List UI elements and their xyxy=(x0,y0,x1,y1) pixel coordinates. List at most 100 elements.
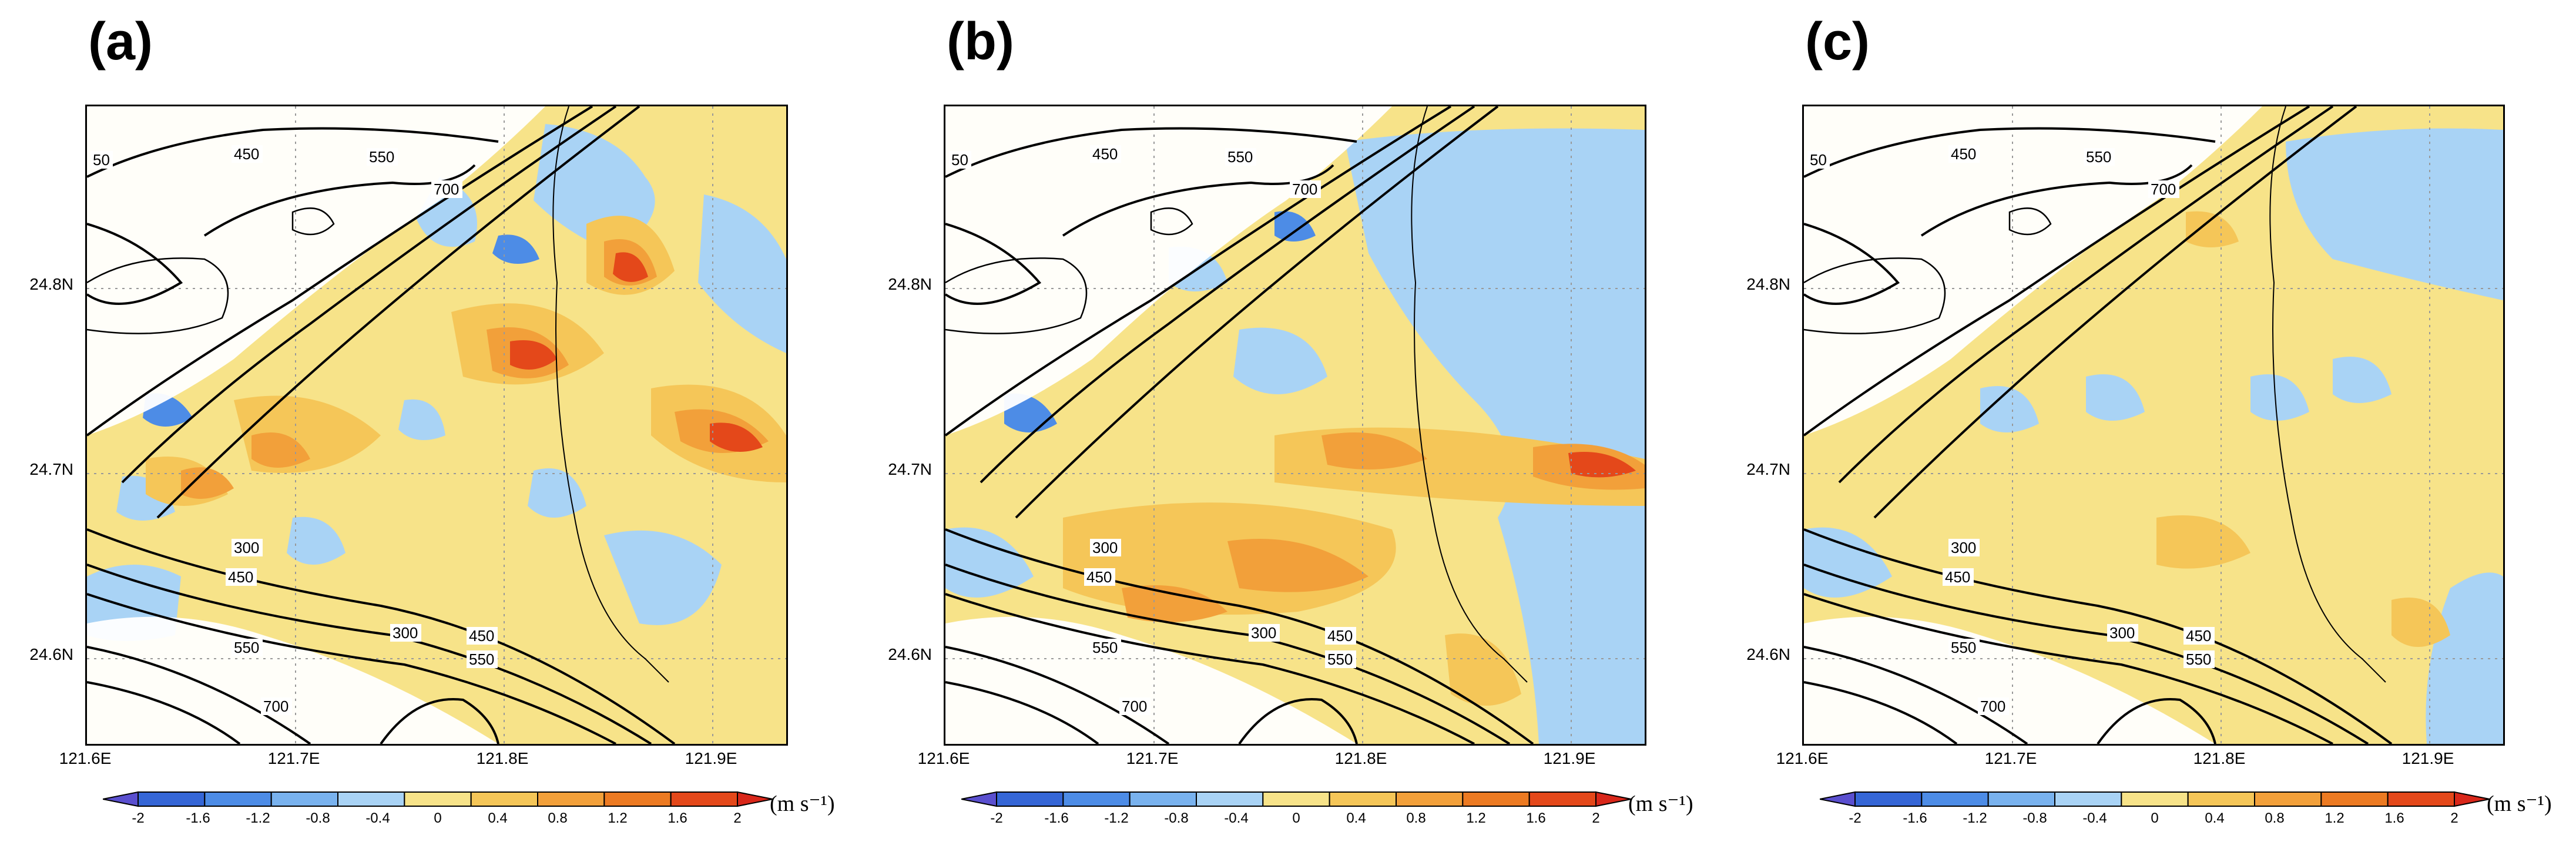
colorbar-cell xyxy=(737,791,773,807)
contour-label: 550 xyxy=(369,148,394,166)
x-tick-label: 121.9E xyxy=(685,749,737,767)
colorbar-tick-label: 1.6 xyxy=(668,810,687,824)
colorbar-cell xyxy=(404,791,472,807)
colorbar-cell xyxy=(2320,791,2389,807)
contour-label: 700 xyxy=(2151,180,2176,198)
x-tick-label: 121.9E xyxy=(1543,749,1596,767)
colorbar-tick-label: 2 xyxy=(1592,810,1599,824)
y-tick-label: 24.7N xyxy=(1746,460,1790,478)
colorbar-tick-label: 0.4 xyxy=(1346,810,1366,824)
contour-label: 550 xyxy=(2086,148,2111,166)
colorbar-cell xyxy=(2054,791,2122,807)
contour-label: 300 xyxy=(1251,624,1276,642)
colorbar-tick-label: -0.4 xyxy=(2082,810,2107,824)
y-tick-label: 24.6N xyxy=(1746,645,1790,663)
contour-label: 450 xyxy=(2186,627,2211,645)
colorbar-cell xyxy=(2187,791,2256,807)
y-tick-label: 24.7N xyxy=(888,460,932,478)
colorbar-tick-label: -0.8 xyxy=(2022,810,2047,824)
colorbar-tick-label: 0.8 xyxy=(1406,810,1425,824)
panel-label: (c) xyxy=(1805,12,1870,71)
x-tick-label: 121.7E xyxy=(1984,749,2037,767)
colorbar-cell xyxy=(1987,791,2055,807)
colorbar-tick-label: -1.2 xyxy=(1963,810,1987,824)
x-tick-label: 121.9E xyxy=(2401,749,2454,767)
map-frame: 450 550 700 50 300 450 300 550 450 550 700 xyxy=(1802,105,2505,746)
colorbar-tick-label: -2 xyxy=(132,810,144,824)
colorbar-cell xyxy=(670,791,739,807)
colorbar-tick-label: 1.6 xyxy=(1526,810,1545,824)
contour-label: 550 xyxy=(469,650,494,668)
colorbar-tick-label: -0.8 xyxy=(306,810,330,824)
contour-label: 550 xyxy=(234,639,259,656)
colorbar-cell xyxy=(337,791,405,807)
colorbar-cell xyxy=(204,791,272,807)
colorbar-cell xyxy=(1329,791,1397,807)
map-frame: 450 550 700 50 300 450 300 550 450 550 700 xyxy=(85,105,788,746)
colorbar-cell xyxy=(1129,791,1197,807)
colorbar-cell xyxy=(1595,791,1632,807)
colorbar-tick-label: 0.8 xyxy=(548,810,567,824)
colorbar-tick-label: -0.8 xyxy=(1164,810,1188,824)
panel-label: (b) xyxy=(947,12,1014,71)
panel-b: (b) xyxy=(858,0,1717,852)
colorbar-tick-label: -1.6 xyxy=(186,810,210,824)
x-tick-label: 121.7E xyxy=(267,749,320,767)
contour-label: 700 xyxy=(1980,697,2005,715)
colorbar-cell xyxy=(1196,791,1264,807)
colorbar-tick-label: -1.6 xyxy=(1044,810,1068,824)
colorbar: -2 -1.6 -1.2 -0.8 -0.4 0 0.4 0.8 1.2 1.6 2 xyxy=(961,791,1632,824)
contour-label: 550 xyxy=(1327,650,1353,668)
contour-label: 450 xyxy=(1951,145,1976,163)
colorbar-cell xyxy=(1921,791,1989,807)
contour-label: 700 xyxy=(1122,697,1147,715)
contour-label: 300 xyxy=(234,539,259,556)
y-tick-label: 24.6N xyxy=(29,645,73,663)
colorbar-cell xyxy=(537,791,605,807)
contour-label: 50 xyxy=(1810,151,1827,169)
contour-label: 450 xyxy=(1086,568,1112,586)
contour-label: 450 xyxy=(1327,627,1353,645)
colorbar-tick-label: 0 xyxy=(1292,810,1300,824)
colorbar-tick-label: -1.6 xyxy=(1903,810,1927,824)
colorbar-cell xyxy=(470,791,539,807)
colorbar-cell xyxy=(603,791,672,807)
colorbar-cell xyxy=(961,791,997,807)
colorbar-tick-label: -1.2 xyxy=(246,810,270,824)
colorbar-tick-label: 0 xyxy=(2151,810,2158,824)
colorbar-tick-label: -0.4 xyxy=(365,810,390,824)
contour-label: 700 xyxy=(263,697,289,715)
colorbar-unit: (m s⁻¹) xyxy=(1628,791,1693,816)
x-tick-label: 121.8E xyxy=(476,749,529,767)
contour-label: 300 xyxy=(393,624,418,642)
colorbar-cell xyxy=(137,791,206,807)
y-tick-label: 24.8N xyxy=(1746,275,1790,293)
colorbar-cell xyxy=(1820,791,1856,807)
contour-label: 550 xyxy=(2186,650,2211,668)
map-plot: 450 550 700 50 300 450 300 550 450 550 700 xyxy=(87,106,786,744)
y-tick-label: 24.6N xyxy=(888,645,932,663)
colorbar-cell xyxy=(996,791,1064,807)
x-tick-label: 121.8E xyxy=(2193,749,2246,767)
contour-label: 550 xyxy=(1227,148,1253,166)
contour-label: 300 xyxy=(1951,539,1976,556)
colorbar-tick-label: 1.2 xyxy=(608,810,627,824)
colorbar-tick-label: 1.2 xyxy=(1466,810,1485,824)
colorbar-tick-label: -2 xyxy=(1849,810,1861,824)
contour-label: 550 xyxy=(1092,639,1118,656)
contour-label: 700 xyxy=(1292,180,1317,198)
colorbar-tick-label: 2 xyxy=(733,810,741,824)
contour-label: 300 xyxy=(2109,624,2135,642)
colorbar-tick-label: 0.8 xyxy=(2265,810,2284,824)
colorbar: -2 -1.6 -1.2 -0.8 -0.4 0 0.4 0.8 1.2 1.6 2 xyxy=(103,791,773,824)
colorbar-tick-label: 0.4 xyxy=(488,810,507,824)
contour-label: 700 xyxy=(434,180,459,198)
y-tick-label: 24.8N xyxy=(29,275,73,293)
colorbar-cell xyxy=(1396,791,1464,807)
colorbar-cell xyxy=(1462,791,1530,807)
colorbar-tick-label: 2 xyxy=(2450,810,2458,824)
contour-label: 50 xyxy=(951,151,968,169)
panel-a: (a) xyxy=(0,0,858,852)
colorbar-cell xyxy=(2121,791,2189,807)
contour-label: 550 xyxy=(1951,639,1976,656)
